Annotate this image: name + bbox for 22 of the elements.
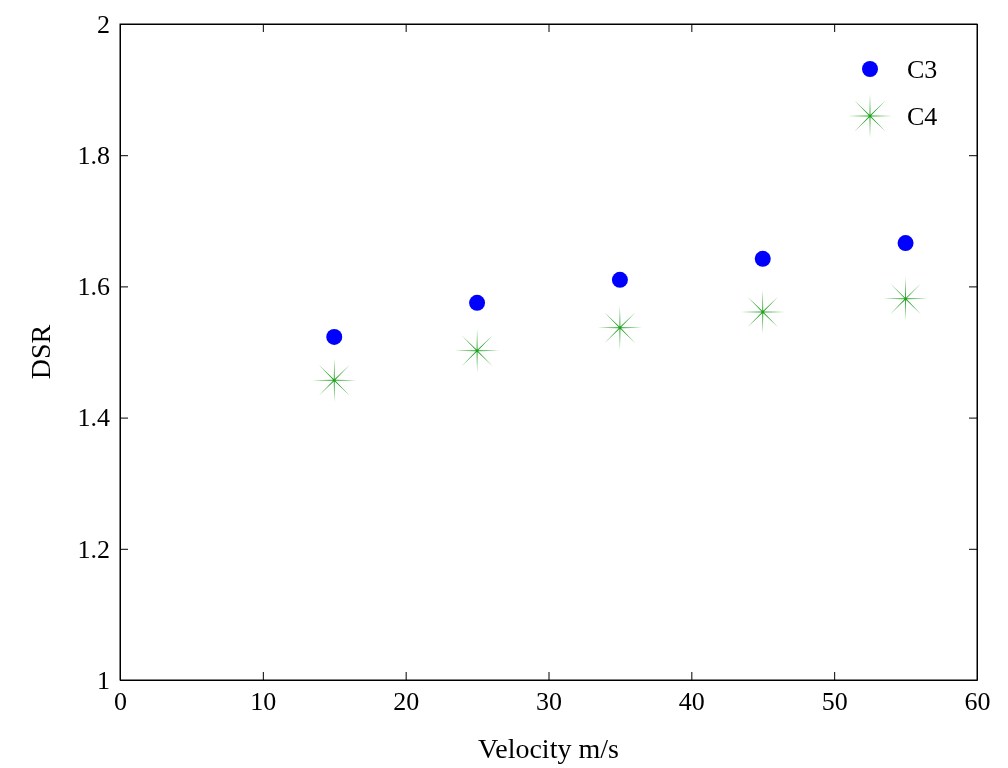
point [469,294,486,311]
y-tick-label: 2 [97,9,110,39]
y-axis-title: DSR [25,324,56,380]
x-axis-title: Velocity m/s [478,733,619,764]
point [754,250,771,267]
x-tick-label: 40 [678,687,705,717]
y-tick-label: 1 [97,665,110,695]
point [326,328,343,345]
x-tick-label: 20 [393,687,420,717]
legend-label: C3 [907,55,938,84]
y-tick-label: 1.6 [77,272,110,302]
x-tick-label: 60 [964,687,991,717]
y-tick-label: 1.4 [77,403,110,433]
legend-label: C4 [907,102,938,131]
point [897,235,914,252]
y-tick-label: 1.8 [77,141,110,171]
x-tick-label: 0 [114,687,127,717]
y-tick-label: 1.2 [77,534,110,564]
point [611,271,628,288]
x-tick-label: 30 [536,687,562,717]
x-tick-label: 10 [250,687,277,717]
x-tick-label: 50 [821,687,848,717]
